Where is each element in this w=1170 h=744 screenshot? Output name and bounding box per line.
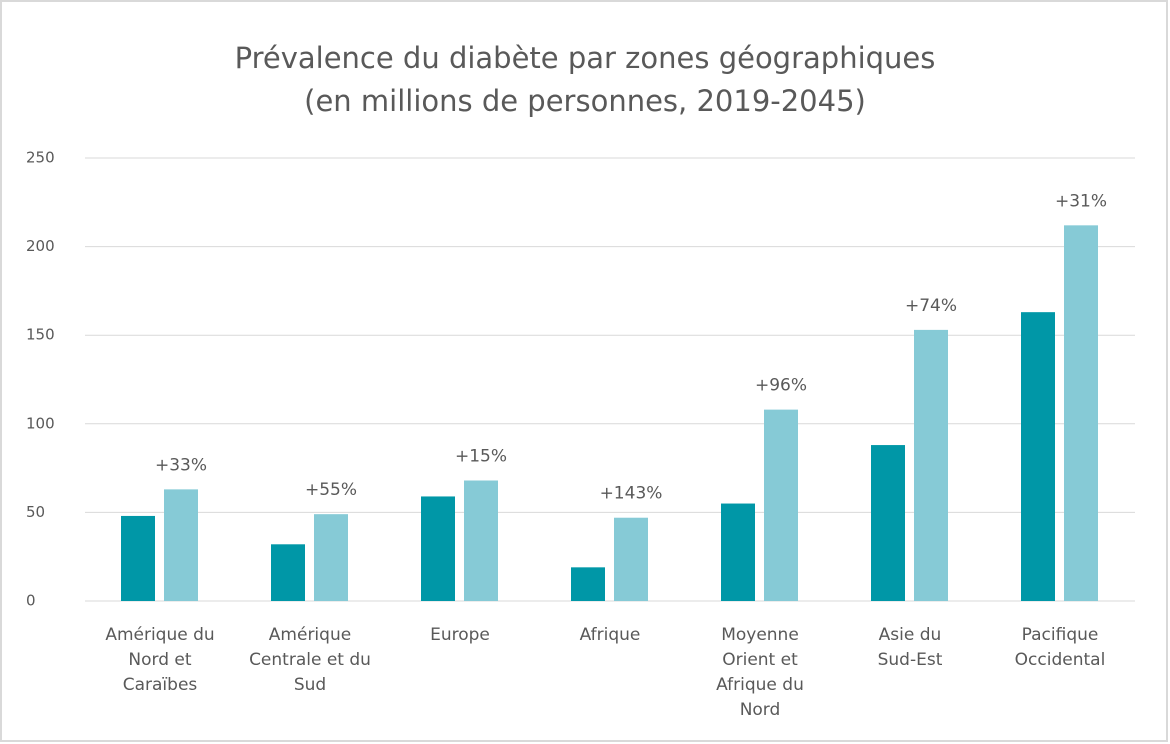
x-tick-label: Afrique	[580, 625, 641, 645]
bar	[271, 544, 305, 601]
chart-title: Prévalence du diabète par zones géograph…	[235, 41, 936, 75]
x-tick-label: Amérique du Nord et Caraïbes	[105, 625, 214, 695]
x-tick-label: Pacifique Occidental	[1015, 625, 1106, 670]
annotation: +96%	[755, 376, 807, 396]
y-tick-label: 200	[26, 237, 55, 255]
y-tick-label: 150	[26, 326, 55, 344]
annotation: +143%	[600, 484, 663, 504]
bar	[121, 515, 155, 601]
annotation: +15%	[455, 447, 507, 467]
y-tick-label: 50	[26, 503, 45, 521]
annotation: +55%	[305, 480, 357, 500]
annotation: +31%	[1055, 191, 1107, 211]
bar	[571, 567, 605, 601]
x-tick-label: Amérique Centrale et du Sud	[249, 625, 371, 695]
bar	[871, 445, 905, 601]
bar	[764, 409, 798, 601]
bar	[464, 480, 498, 601]
y-tick-label: 0	[26, 592, 36, 610]
y-tick-label: 250	[26, 149, 55, 167]
x-tick-label: Europe	[430, 625, 490, 645]
bar	[614, 517, 648, 601]
annotation: +74%	[905, 296, 957, 316]
bar	[1064, 225, 1098, 601]
annotation: +33%	[155, 455, 207, 475]
bar	[1021, 312, 1055, 601]
bar	[914, 329, 948, 601]
bar	[721, 503, 755, 601]
bar	[314, 514, 348, 601]
x-tick-label: Moyenne Orient et Afrique du Nord	[716, 625, 804, 720]
x-tick-label: Asie du Sud-Est	[878, 625, 943, 670]
y-tick-label: 100	[26, 414, 55, 432]
bar	[164, 489, 198, 601]
bar	[421, 496, 455, 601]
chart-subtitle: (en millions de personnes, 2019-2045)	[304, 84, 866, 118]
